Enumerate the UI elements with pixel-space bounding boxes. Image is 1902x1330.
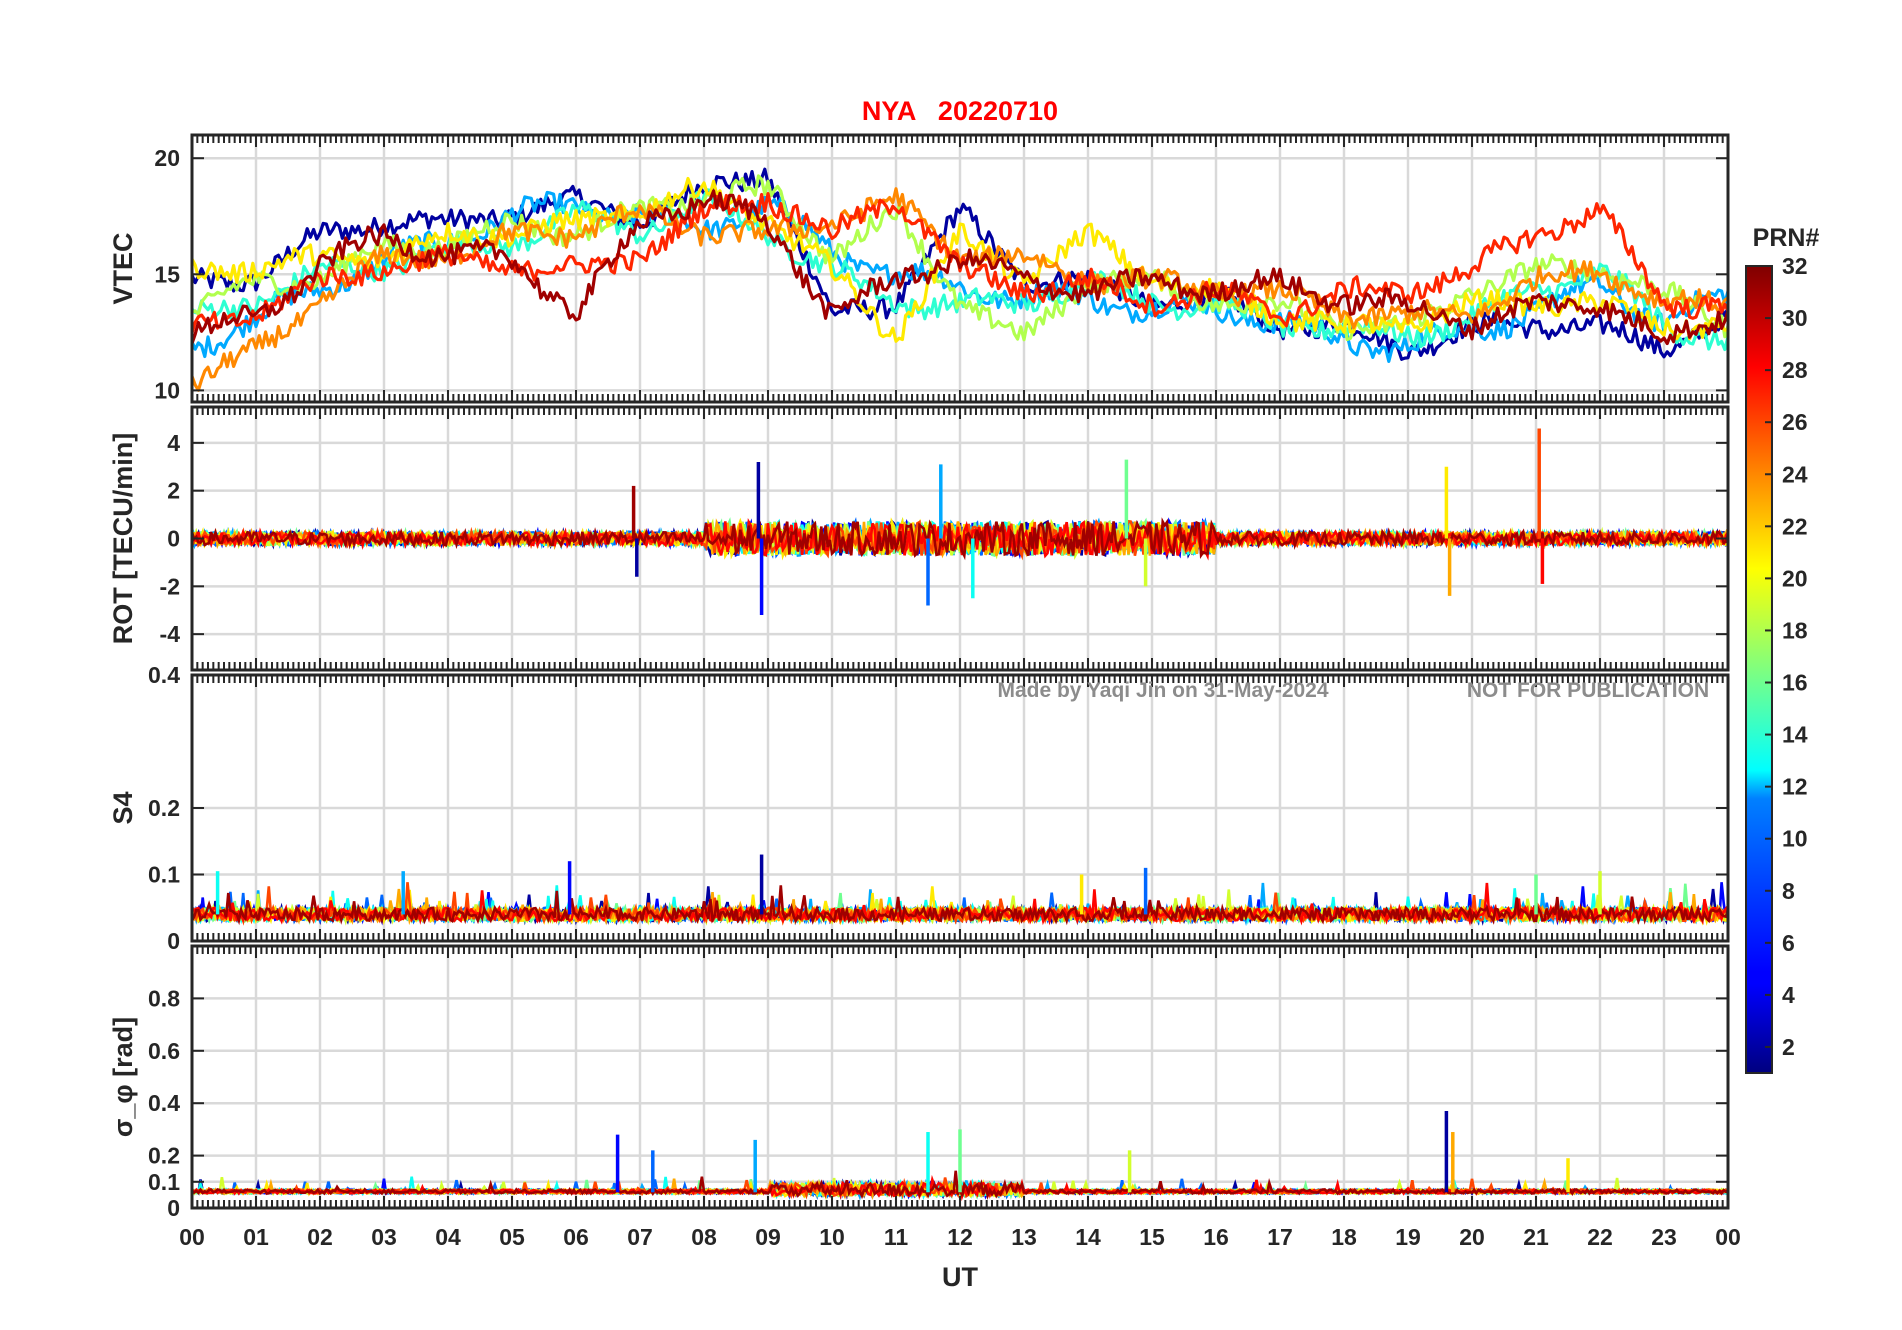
x-tick-label: 05 bbox=[499, 1224, 525, 1250]
s4-line-prn-31 bbox=[190, 885, 1730, 926]
colorbar-tick-label: 24 bbox=[1782, 461, 1808, 487]
colorbar-tick-label: 12 bbox=[1782, 774, 1808, 800]
y-tick-label: 0.2 bbox=[148, 795, 180, 821]
vtec-line-prn-21 bbox=[190, 176, 1729, 343]
y-axis-label-rot: ROT [TECU/min] bbox=[108, 433, 138, 644]
y-axis-label-s4: S4 bbox=[108, 791, 138, 824]
y-tick-labels-rot: -4 -2 0 2 4 bbox=[160, 430, 1728, 647]
y-tick-label: 15 bbox=[154, 261, 180, 287]
x-tick-label: 11 bbox=[884, 1224, 909, 1250]
x-tick-label: 13 bbox=[1011, 1224, 1037, 1250]
series-s4 bbox=[190, 854, 1730, 927]
x-tick-label: 19 bbox=[1395, 1224, 1421, 1250]
colorbar-tick-label: 18 bbox=[1782, 617, 1808, 643]
x-tick-label: 15 bbox=[1139, 1224, 1165, 1250]
x-tick-label: 10 bbox=[819, 1224, 845, 1250]
colorbar-tick-label: 22 bbox=[1782, 513, 1808, 539]
colorbar-tick-label: 2 bbox=[1782, 1034, 1795, 1060]
colorbar-tick-label: 10 bbox=[1782, 826, 1808, 852]
x-tick-label: 18 bbox=[1331, 1224, 1357, 1250]
panel-rot: -4 -2 0 2 4 ROT [TECU/min] bbox=[108, 405, 1730, 672]
x-tick-label: 03 bbox=[371, 1224, 397, 1250]
x-tick-label: 17 bbox=[1267, 1224, 1293, 1250]
y-tick-label: 4 bbox=[167, 430, 180, 456]
y-tick-label: 0 bbox=[167, 1195, 180, 1221]
colorbar-tick-label: 32 bbox=[1782, 253, 1808, 279]
y-tick-labels-sigma_phi: 00.10.2 0.4 0.6 0.8 bbox=[148, 985, 1728, 1221]
x-ticks-s4 bbox=[196, 675, 1724, 941]
y-tick-label: -2 bbox=[160, 573, 180, 599]
y-tick-label: 0.6 bbox=[148, 1038, 180, 1064]
x-tick-label: 23 bbox=[1651, 1224, 1677, 1250]
x-ticks-rot bbox=[196, 407, 1724, 670]
series-rot bbox=[190, 428, 1730, 616]
x-tick-label: 08 bbox=[691, 1224, 717, 1250]
y-tick-label: 0.1 bbox=[148, 862, 180, 888]
x-tick-label: 22 bbox=[1587, 1224, 1613, 1250]
y-tick-labels-s4: 0 0.1 0.2 0.4 bbox=[148, 662, 1728, 954]
panel-s4: 0 0.1 0.2 0.4 S4 bbox=[108, 662, 1730, 954]
vtec-line-prn-31 bbox=[190, 189, 1730, 346]
colorbar-gradient bbox=[1745, 265, 1773, 1074]
y-tick-label: 0 bbox=[167, 928, 180, 954]
colorbar-tick-label: 16 bbox=[1782, 670, 1808, 696]
colorbar-tick-label: 4 bbox=[1782, 982, 1795, 1008]
x-ticks-vtec bbox=[196, 135, 1724, 402]
x-tick-labels: 00 01 02 03 04 05 06 07 08 09 10 11 12 13 14 15 16 17 18 19… bbox=[179, 1224, 1741, 1250]
watermark-not-for-publication: NOT FOR PUBLICATION bbox=[1467, 679, 1709, 702]
x-tick-label: 12 bbox=[947, 1224, 973, 1250]
chart-title: NYA 20220710 bbox=[862, 96, 1058, 126]
x-tick-label: 02 bbox=[307, 1224, 333, 1250]
y-tick-label: 0.8 bbox=[148, 985, 180, 1011]
colorbar-tick-label: 30 bbox=[1782, 305, 1808, 331]
panel-sigma_phi: 00.10.2 0.4 0.6 0.8 σ_φ [rad] bbox=[108, 944, 1730, 1221]
colorbar-tick-label: 28 bbox=[1782, 357, 1808, 383]
x-tick-label: 09 bbox=[755, 1224, 781, 1250]
colorbar-title: PRN# bbox=[1753, 224, 1820, 252]
series-sigma_phi bbox=[191, 1111, 1730, 1202]
colorbar-tick-label: 26 bbox=[1782, 409, 1808, 435]
x-tick-label: 16 bbox=[1203, 1224, 1229, 1250]
colorbar-tick-label: 8 bbox=[1782, 878, 1795, 904]
x-ticks-sigma_phi bbox=[196, 946, 1724, 1208]
x-tick-label: 00 bbox=[179, 1224, 205, 1250]
rot-line-prn-31 bbox=[190, 517, 1730, 561]
y-tick-label: 2 bbox=[167, 478, 180, 504]
y-axis-label-vtec: VTEC bbox=[108, 232, 138, 304]
colorbar-tick-label: 20 bbox=[1782, 565, 1808, 591]
x-tick-label: 14 bbox=[1075, 1224, 1101, 1250]
y-tick-label: 0.4 bbox=[148, 1090, 180, 1116]
x-axis: 00 01 02 03 04 05 06 07 08 09 10 11 12 13 14 15 16 17 18 19… bbox=[179, 1224, 1741, 1292]
grid-sigma_phi bbox=[192, 946, 1728, 1208]
y-tick-label: 0 bbox=[167, 526, 180, 552]
colorbar-tick-label: 6 bbox=[1782, 930, 1795, 956]
x-axis-label: UT bbox=[942, 1262, 978, 1292]
grid-s4 bbox=[192, 675, 1728, 941]
y-tick-label: 0.2 bbox=[148, 1143, 180, 1169]
x-tick-label: 07 bbox=[627, 1224, 653, 1250]
x-tick-label: 01 bbox=[243, 1224, 269, 1250]
x-tick-label: 00 bbox=[1715, 1224, 1741, 1250]
colorbar-tick-label: 14 bbox=[1782, 722, 1808, 748]
series-vtec bbox=[190, 167, 1730, 392]
y-tick-label: 0.1 bbox=[148, 1169, 180, 1195]
watermark-author: Made by Yaqi Jin on 31-May-2024 bbox=[997, 679, 1328, 702]
x-tick-label: 20 bbox=[1459, 1224, 1485, 1250]
x-tick-label: 04 bbox=[435, 1224, 461, 1250]
x-tick-label: 21 bbox=[1523, 1224, 1549, 1250]
panel-vtec: 10 15 20 VTEC bbox=[108, 133, 1730, 404]
y-axis-label-sigma_phi: σ_φ [rad] bbox=[108, 1017, 138, 1137]
y-tick-label: -4 bbox=[160, 621, 181, 647]
x-tick-label: 06 bbox=[563, 1224, 589, 1250]
y-tick-label: 20 bbox=[154, 145, 180, 171]
y-tick-label: 10 bbox=[154, 377, 180, 403]
y-tick-labels-vtec: 10 15 20 bbox=[154, 145, 1728, 403]
y-tick-label: 0.4 bbox=[148, 662, 180, 688]
